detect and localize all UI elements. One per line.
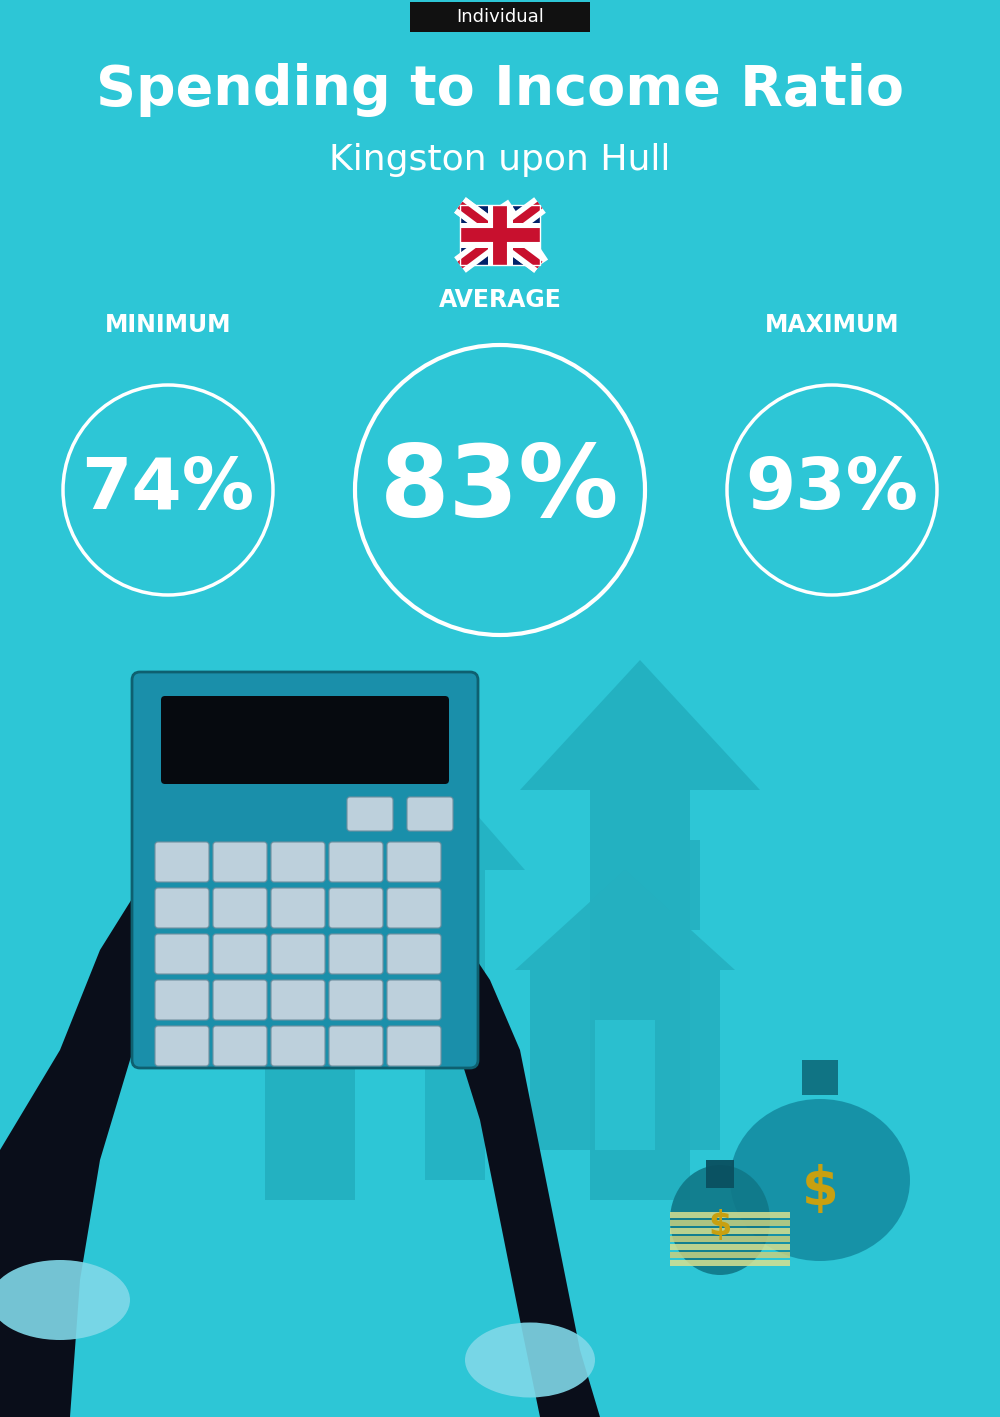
Bar	[802, 1060, 838, 1095]
FancyBboxPatch shape	[329, 934, 383, 973]
FancyBboxPatch shape	[329, 1026, 383, 1066]
FancyBboxPatch shape	[387, 981, 441, 1020]
FancyBboxPatch shape	[155, 981, 209, 1020]
FancyBboxPatch shape	[161, 696, 449, 784]
FancyBboxPatch shape	[329, 888, 383, 928]
Ellipse shape	[465, 1322, 595, 1397]
Text: AVERAGE: AVERAGE	[439, 288, 561, 312]
Text: 93%: 93%	[746, 455, 918, 524]
Bar	[670, 1236, 790, 1241]
Text: Kingston upon Hull: Kingston upon Hull	[329, 143, 671, 177]
Text: 74%: 74%	[81, 455, 255, 524]
Ellipse shape	[730, 1100, 910, 1261]
Bar	[706, 1161, 734, 1187]
Polygon shape	[355, 870, 600, 1417]
Text: Spending to Income Ratio: Spending to Income Ratio	[96, 62, 904, 118]
FancyBboxPatch shape	[271, 934, 325, 973]
Polygon shape	[200, 700, 420, 1200]
FancyBboxPatch shape	[155, 842, 209, 881]
Polygon shape	[340, 820, 385, 896]
Text: MAXIMUM: MAXIMUM	[765, 313, 899, 337]
Ellipse shape	[0, 1260, 130, 1340]
Text: MINIMUM: MINIMUM	[105, 313, 231, 337]
Bar	[460, 205, 540, 265]
FancyBboxPatch shape	[213, 981, 267, 1020]
Polygon shape	[0, 779, 340, 1417]
Text: Individual: Individual	[456, 9, 544, 26]
FancyBboxPatch shape	[155, 888, 209, 928]
FancyBboxPatch shape	[387, 934, 441, 973]
Bar	[530, 971, 720, 1151]
FancyBboxPatch shape	[410, 1, 590, 33]
FancyBboxPatch shape	[407, 796, 453, 830]
FancyBboxPatch shape	[271, 1026, 325, 1066]
Bar	[670, 1253, 790, 1258]
Text: 83%: 83%	[380, 442, 620, 538]
FancyBboxPatch shape	[155, 1026, 209, 1066]
FancyBboxPatch shape	[271, 981, 325, 1020]
Polygon shape	[515, 870, 735, 971]
FancyBboxPatch shape	[213, 888, 267, 928]
Polygon shape	[385, 791, 525, 1180]
FancyBboxPatch shape	[387, 888, 441, 928]
Bar	[670, 1212, 790, 1219]
Text: $: $	[802, 1163, 838, 1216]
FancyBboxPatch shape	[213, 934, 267, 973]
FancyBboxPatch shape	[329, 981, 383, 1020]
Polygon shape	[310, 755, 365, 801]
FancyBboxPatch shape	[213, 1026, 267, 1066]
FancyBboxPatch shape	[155, 934, 209, 973]
FancyBboxPatch shape	[329, 842, 383, 881]
Ellipse shape	[670, 1165, 770, 1275]
FancyBboxPatch shape	[387, 1026, 441, 1066]
Bar	[460, 205, 540, 265]
FancyBboxPatch shape	[132, 672, 478, 1068]
Bar	[670, 1260, 790, 1265]
Bar	[670, 1244, 790, 1250]
FancyBboxPatch shape	[347, 796, 393, 830]
Bar	[670, 840, 700, 930]
FancyBboxPatch shape	[213, 842, 267, 881]
FancyBboxPatch shape	[387, 842, 441, 881]
FancyBboxPatch shape	[271, 888, 325, 928]
Text: $: $	[708, 1209, 732, 1241]
Polygon shape	[520, 660, 760, 1200]
Bar	[595, 1020, 655, 1151]
Bar	[670, 1229, 790, 1234]
Bar	[670, 1220, 790, 1226]
FancyBboxPatch shape	[271, 842, 325, 881]
